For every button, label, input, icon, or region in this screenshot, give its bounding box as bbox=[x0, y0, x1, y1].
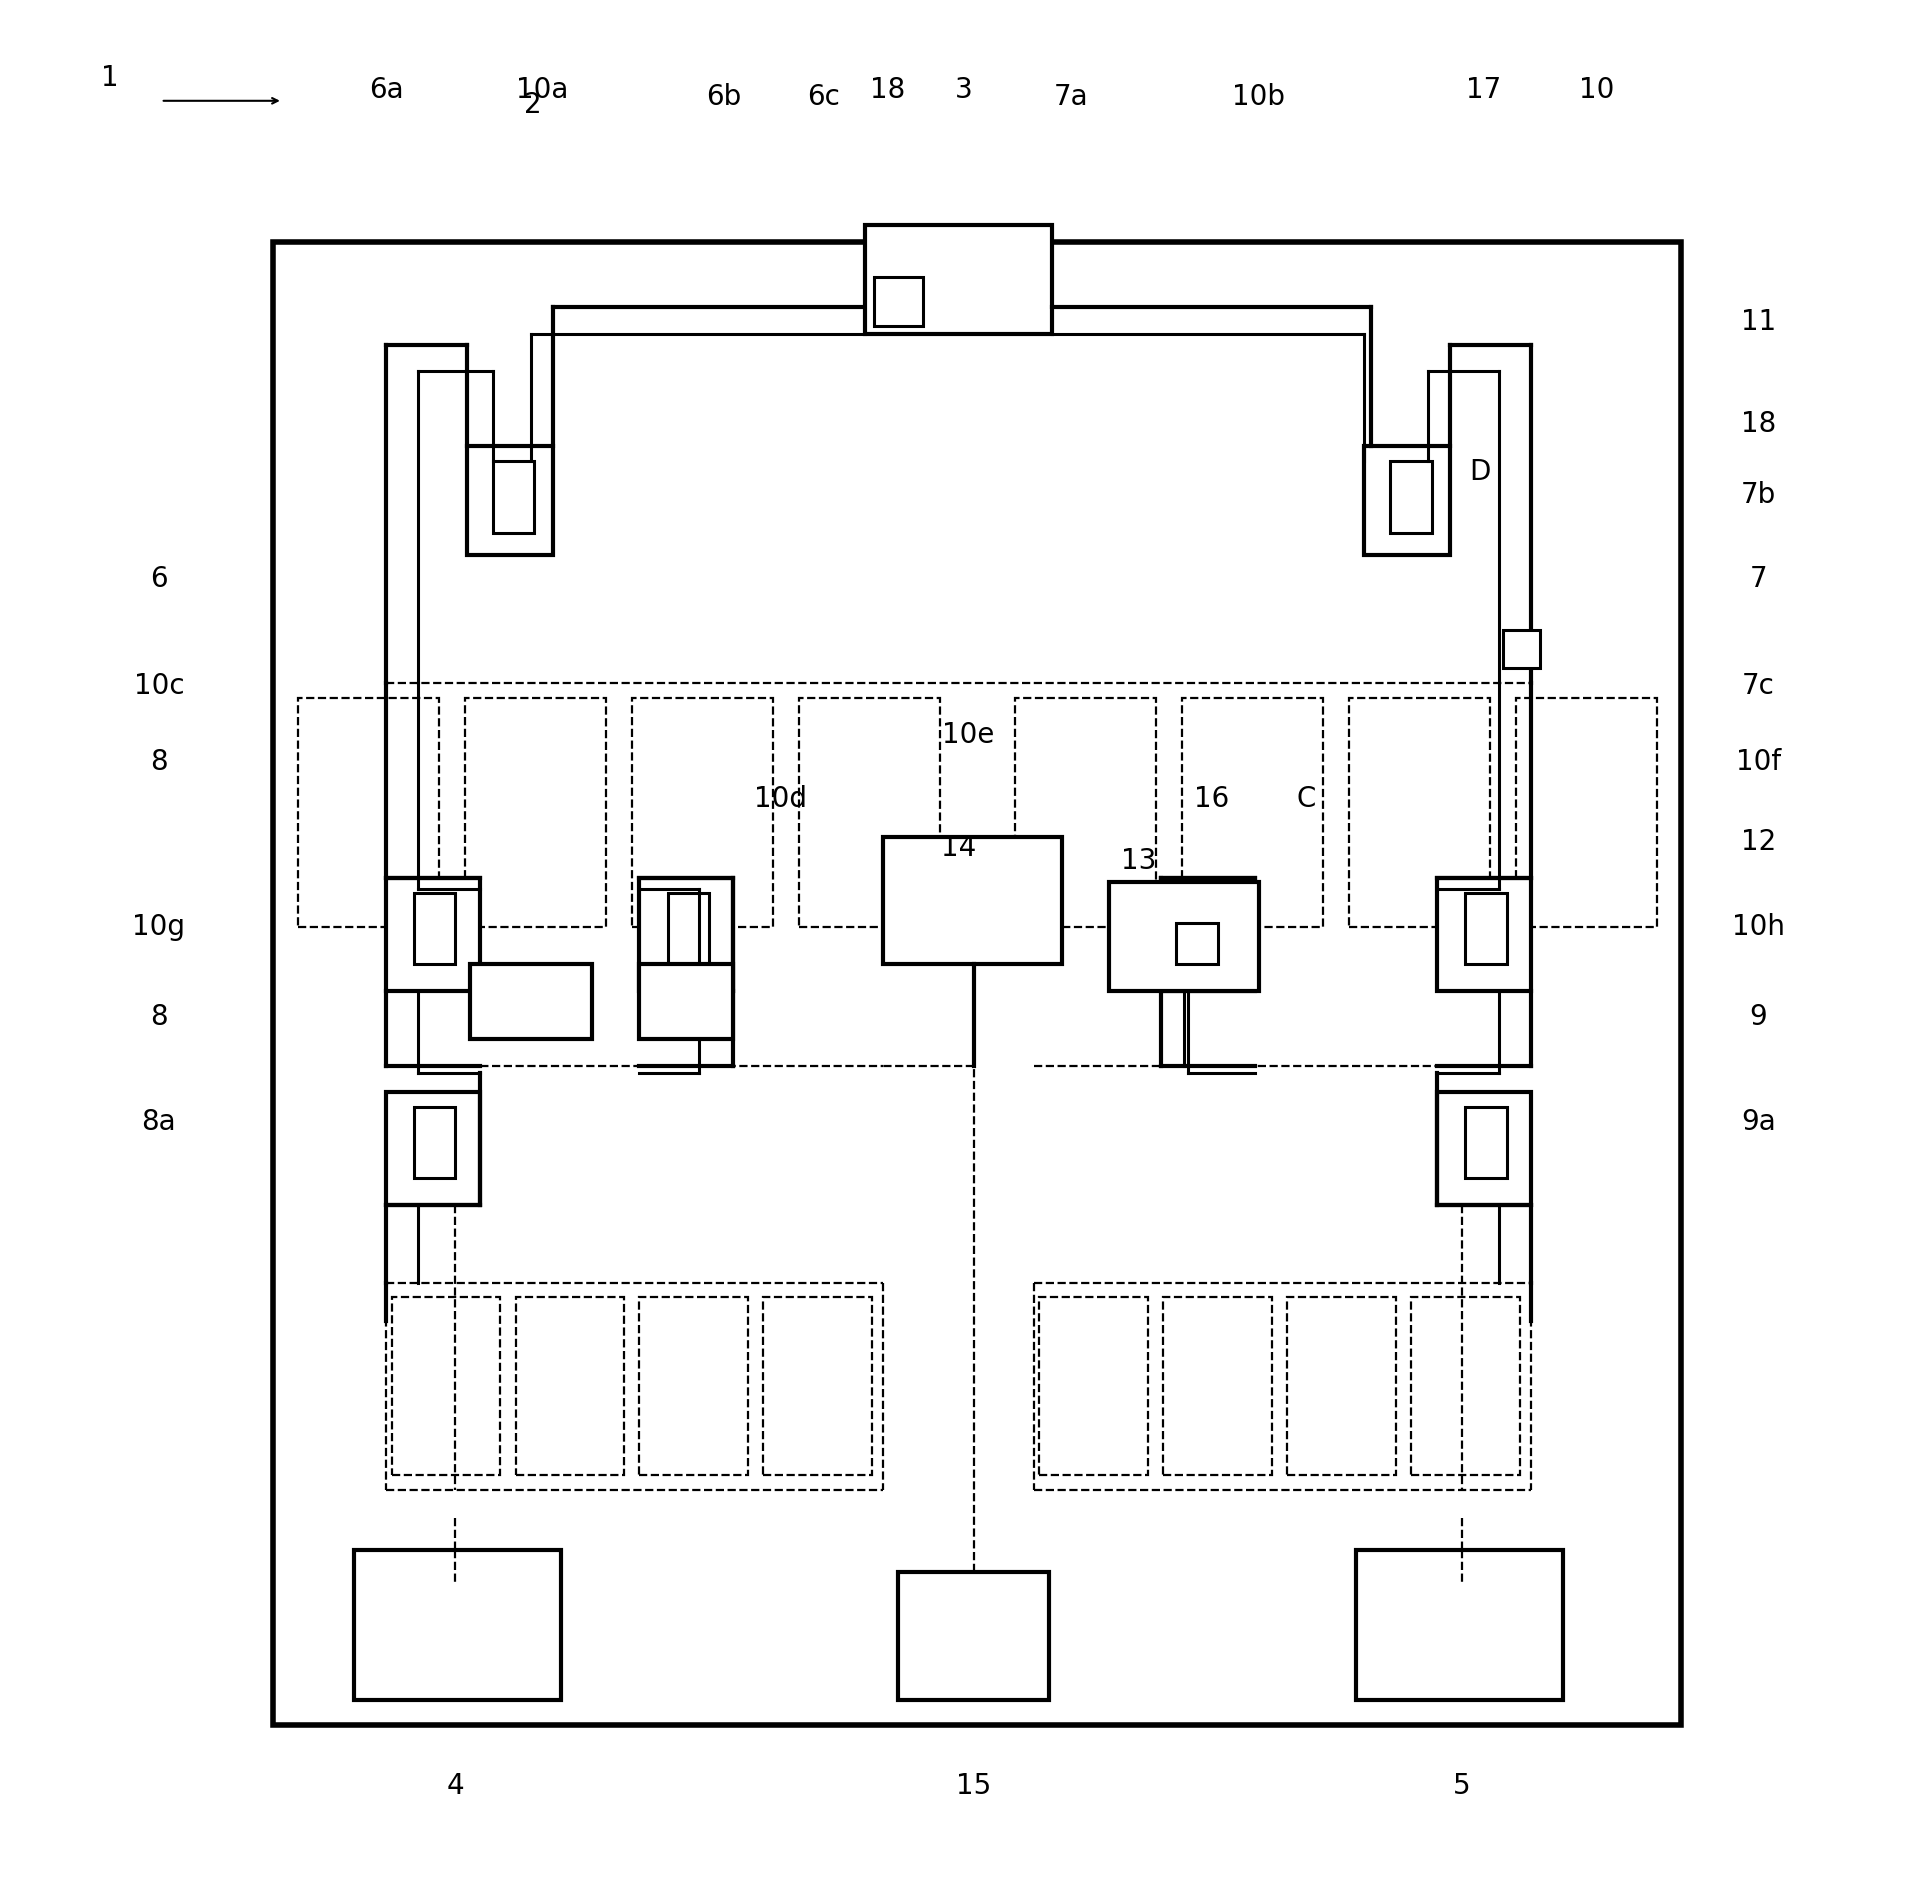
Bar bbox=[385, 1091, 479, 1205]
Bar bbox=[414, 1106, 456, 1178]
Bar bbox=[1187, 893, 1229, 964]
Bar bbox=[1108, 881, 1259, 991]
Bar bbox=[385, 877, 479, 991]
Text: 12: 12 bbox=[1741, 828, 1775, 857]
Text: 7a: 7a bbox=[1054, 83, 1089, 112]
Bar bbox=[667, 893, 709, 964]
Text: 11: 11 bbox=[1741, 308, 1775, 337]
Text: 10g: 10g bbox=[132, 913, 186, 940]
Text: 8: 8 bbox=[150, 1002, 167, 1031]
Bar bbox=[884, 836, 1062, 964]
Bar bbox=[1162, 877, 1256, 991]
Bar bbox=[1357, 1551, 1562, 1700]
Text: 1: 1 bbox=[102, 64, 119, 93]
Text: 4: 4 bbox=[447, 1772, 464, 1800]
Bar bbox=[1183, 698, 1323, 927]
Text: 10b: 10b bbox=[1233, 83, 1284, 112]
Bar bbox=[1177, 923, 1217, 964]
Bar bbox=[464, 698, 606, 927]
Text: 10d: 10d bbox=[753, 785, 807, 813]
Text: 10e: 10e bbox=[941, 720, 995, 749]
Bar bbox=[516, 1297, 625, 1475]
Text: 8a: 8a bbox=[142, 1108, 176, 1136]
Bar bbox=[865, 225, 1052, 333]
Text: 3: 3 bbox=[955, 76, 974, 104]
Bar bbox=[640, 1297, 748, 1475]
Text: 15: 15 bbox=[957, 1772, 991, 1800]
Bar bbox=[274, 242, 1681, 1725]
Bar bbox=[640, 877, 732, 991]
Bar bbox=[391, 1297, 500, 1475]
Text: 5: 5 bbox=[1453, 1772, 1470, 1800]
Text: 10h: 10h bbox=[1731, 913, 1785, 940]
Text: 10c: 10c bbox=[134, 673, 184, 700]
Text: 9a: 9a bbox=[1741, 1108, 1775, 1136]
Bar bbox=[466, 446, 552, 556]
Bar bbox=[1411, 1297, 1520, 1475]
Bar bbox=[1438, 877, 1532, 991]
Bar bbox=[1164, 1297, 1273, 1475]
Bar bbox=[799, 698, 939, 927]
Bar bbox=[1465, 1106, 1507, 1178]
Text: C: C bbox=[1296, 785, 1315, 813]
Text: 6a: 6a bbox=[368, 76, 403, 104]
Bar bbox=[1014, 698, 1156, 927]
Bar bbox=[633, 698, 773, 927]
Text: D: D bbox=[1470, 458, 1491, 486]
Bar bbox=[414, 893, 456, 964]
Text: 14: 14 bbox=[941, 834, 976, 862]
Text: 10a: 10a bbox=[516, 76, 567, 104]
Bar bbox=[874, 278, 922, 325]
Bar bbox=[1438, 1091, 1532, 1205]
Bar bbox=[1465, 893, 1507, 964]
Bar bbox=[1503, 630, 1541, 668]
Bar bbox=[1516, 698, 1656, 927]
Bar bbox=[1039, 1297, 1148, 1475]
Text: 7c: 7c bbox=[1743, 673, 1775, 700]
Bar bbox=[1365, 446, 1451, 556]
Bar bbox=[899, 1573, 1049, 1700]
Text: 7: 7 bbox=[1750, 565, 1767, 594]
Text: 6b: 6b bbox=[705, 83, 742, 112]
Text: 6: 6 bbox=[150, 565, 167, 594]
Bar bbox=[1390, 461, 1432, 533]
Text: 16: 16 bbox=[1194, 785, 1229, 813]
Text: 9: 9 bbox=[1750, 1002, 1767, 1031]
Bar bbox=[297, 698, 439, 927]
Bar bbox=[355, 1551, 560, 1700]
Text: 18: 18 bbox=[870, 76, 905, 104]
Bar bbox=[493, 461, 535, 533]
Text: 13: 13 bbox=[1121, 847, 1156, 876]
Text: 8: 8 bbox=[150, 747, 167, 775]
Text: 6c: 6c bbox=[807, 83, 840, 112]
Bar bbox=[470, 964, 592, 1040]
Text: 7b: 7b bbox=[1741, 480, 1775, 509]
Text: 2: 2 bbox=[523, 91, 543, 119]
Bar bbox=[640, 964, 732, 1040]
Bar bbox=[1286, 1297, 1396, 1475]
Bar bbox=[1350, 698, 1490, 927]
Text: 17: 17 bbox=[1467, 76, 1501, 104]
Text: 10: 10 bbox=[1580, 76, 1614, 104]
Text: 10f: 10f bbox=[1735, 747, 1781, 775]
Bar bbox=[763, 1297, 872, 1475]
Text: 18: 18 bbox=[1741, 410, 1775, 437]
